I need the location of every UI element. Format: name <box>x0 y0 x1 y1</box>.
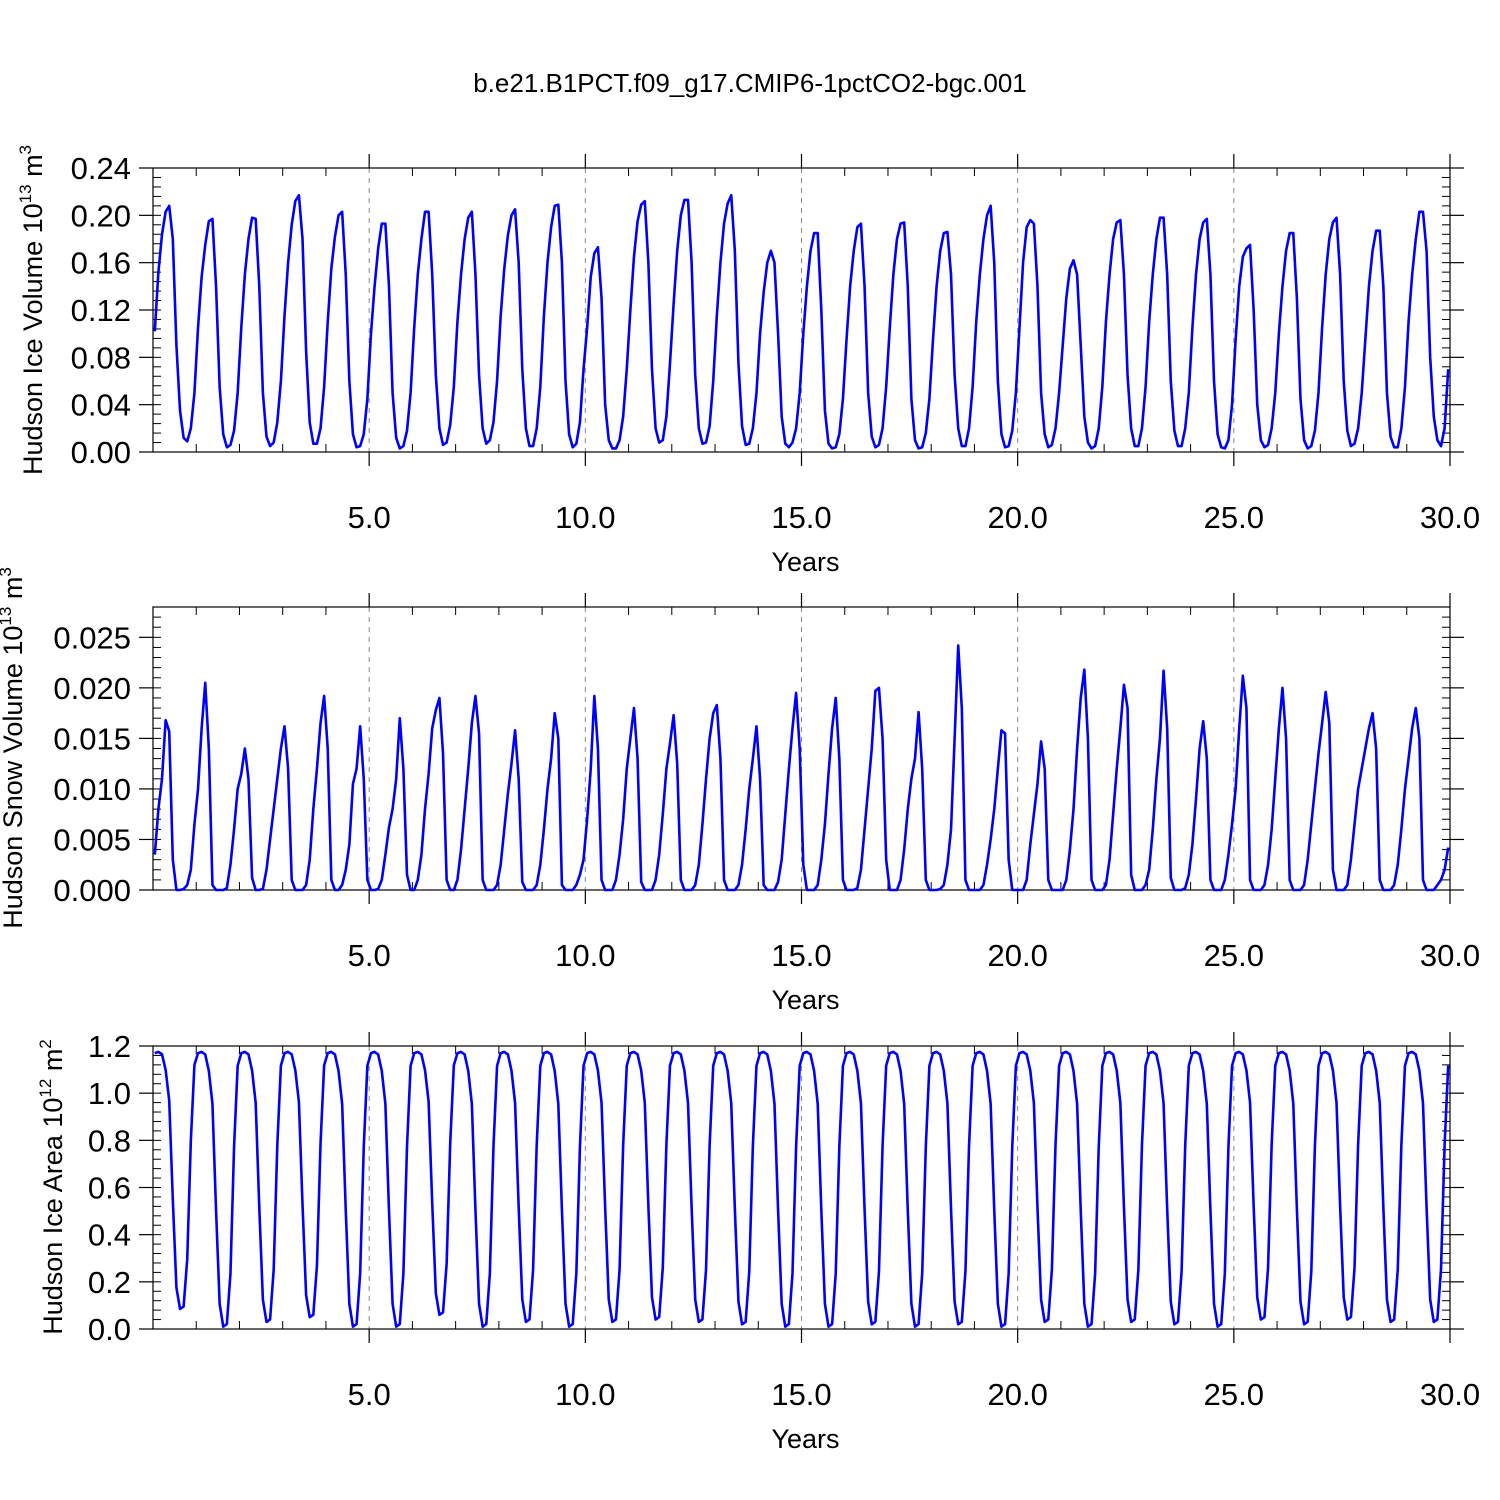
y-axis-label-text: Hudson Snow Volume 10 <box>0 626 28 929</box>
y-axis-label-superscript: 2 <box>36 1039 55 1048</box>
chart-panel-1: 5.0 10.0 15.0 20.0 25.0 30.0 0.00 0.04 0.08 0.12 0… <box>16 145 1480 577</box>
y-axis-label-superscript: 3 <box>0 567 15 576</box>
x-tick-label: 25.0 <box>1204 938 1264 973</box>
x-tick-label: 25.0 <box>1204 1377 1264 1412</box>
y-tick-label: 0.020 <box>53 671 131 706</box>
y-tick-label: 0.005 <box>53 822 131 857</box>
y-tick-label: 0.20 <box>71 198 131 233</box>
x-axis-label: Years <box>771 547 839 577</box>
y-tick-label: 0.24 <box>71 151 131 186</box>
y-axis-label: Hudson Ice Volume 1013 m3 <box>16 145 48 475</box>
y-axis-label-superscript: 3 <box>16 145 35 154</box>
x-axis-label: Years <box>771 1424 839 1454</box>
y-tick-label: 0.08 <box>71 340 131 375</box>
y-tick-label: 0.0 <box>88 1312 131 1347</box>
series-line-3 <box>154 1050 1450 1328</box>
y-axis-label-text: Hudson Ice Area 10 <box>38 1098 68 1335</box>
x-tick-label: 30.0 <box>1420 1377 1480 1412</box>
y-tick-label: 0.010 <box>53 772 131 807</box>
y-axis-label-superscript: 13 <box>16 184 35 203</box>
series-line-1 <box>153 193 1450 450</box>
x-tick-label: 15.0 <box>771 1377 831 1412</box>
y-tick-label: 0.2 <box>88 1265 131 1300</box>
x-tick-label: 5.0 <box>348 1377 391 1412</box>
x-tick-label: 10.0 <box>555 1377 615 1412</box>
y-tick-label: 1.2 <box>88 1029 131 1064</box>
y-tick-label: 0.00 <box>71 435 131 470</box>
y-axis-label-text: m <box>18 154 48 184</box>
series-line-2 <box>153 644 1450 892</box>
x-tick-label: 30.0 <box>1420 938 1480 973</box>
x-axis-label: Years <box>771 985 839 1015</box>
y-axis-label: Hudson Snow Volume 1013 m3 <box>0 567 28 929</box>
y-tick-label: 0.12 <box>71 293 131 328</box>
x-tick-label: 5.0 <box>348 938 391 973</box>
y-tick-label: 0.04 <box>71 388 131 423</box>
chart-panel-2: 5.0 10.0 15.0 20.0 25.0 30.0 0.000 0.005 0.010 0.… <box>0 567 1480 1015</box>
y-axis-label-text: m <box>0 577 28 607</box>
x-tick-label: 20.0 <box>987 500 1047 535</box>
y-axis-label-superscript: 13 <box>0 607 15 626</box>
chart-panel-3: 5.0 10.0 15.0 20.0 25.0 30.0 0.0 0.2 0.4 0.6 0.8 1.… <box>36 1029 1480 1454</box>
x-tick-label: 10.0 <box>555 938 615 973</box>
y-axis-label-text: m <box>38 1049 68 1079</box>
y-tick-label: 0.4 <box>88 1218 131 1253</box>
y-axis-label-superscript: 12 <box>36 1079 55 1098</box>
x-tick-label: 25.0 <box>1204 500 1264 535</box>
y-axis-label-text: Hudson Ice Volume 10 <box>18 203 48 475</box>
y-tick-label: 1.0 <box>88 1076 131 1111</box>
x-tick-label: 20.0 <box>987 938 1047 973</box>
y-tick-label: 0.6 <box>88 1171 131 1206</box>
x-tick-label: 15.0 <box>771 938 831 973</box>
figure-title: b.e21.B1PCT.f09_g17.CMIP6-1pctCO2-bgc.00… <box>473 68 1027 98</box>
x-tick-label: 5.0 <box>348 500 391 535</box>
y-tick-label: 0.16 <box>71 246 131 281</box>
x-tick-label: 15.0 <box>771 500 831 535</box>
x-tick-label: 20.0 <box>987 1377 1047 1412</box>
y-tick-label: 0.8 <box>88 1123 131 1158</box>
x-tick-label: 30.0 <box>1420 500 1480 535</box>
x-tick-label: 10.0 <box>555 500 615 535</box>
y-tick-label: 0.000 <box>53 873 131 908</box>
y-tick-label: 0.025 <box>53 620 131 655</box>
y-axis-label: Hudson Ice Area 1012 m2 <box>36 1039 68 1335</box>
y-tick-label: 0.015 <box>53 721 131 756</box>
